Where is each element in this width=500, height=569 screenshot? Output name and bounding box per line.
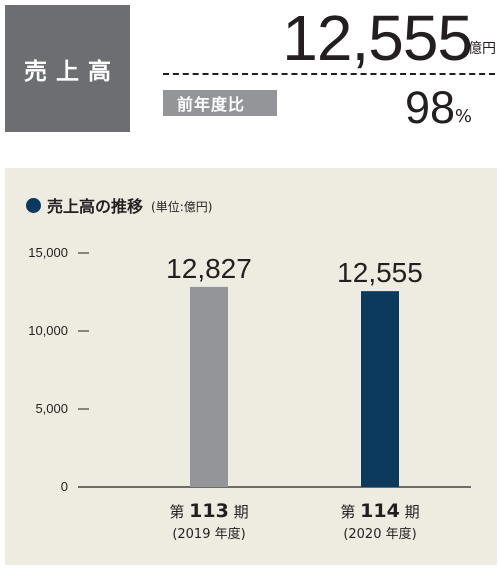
category-label: 第 114 期	[340, 500, 419, 522]
yoy-label: 前年度比	[177, 95, 246, 114]
yoy-unit: %	[454, 106, 472, 127]
bar	[361, 291, 399, 487]
chart-unit-note: (単位:億円)	[151, 200, 213, 214]
chart-title-row: 売上高の推移 (単位:億円)	[26, 193, 212, 217]
metric-label: 売上高	[24, 58, 120, 85]
y-tick-label: 5,000	[35, 401, 68, 416]
category-label: 第 113 期	[169, 500, 248, 522]
bar-chart-plot: 0 5,000 10,000 15,000 12,827 第 113 期 (2019 年度)…	[28, 245, 471, 542]
yoy-label-box: 前年度比	[163, 90, 277, 116]
bar-value-label: 12,555	[337, 257, 423, 288]
dashed-divider	[163, 73, 495, 75]
y-tick-label: 0	[61, 479, 68, 494]
y-tick-label: 10,000	[28, 323, 68, 338]
bullet-dot-icon	[26, 197, 41, 213]
chart-title: 売上高の推移	[47, 197, 144, 216]
sales-unit: 億円	[468, 41, 496, 57]
yoy-value: 98	[404, 82, 455, 133]
sales-value: 12,555	[282, 2, 473, 74]
bar	[190, 286, 228, 487]
category-sublabel: (2020 年度)	[343, 526, 416, 542]
metric-label-box: 売上高	[5, 5, 130, 132]
category-sublabel: (2019 年度)	[172, 526, 245, 542]
bar-value-label: 12,827	[166, 253, 252, 284]
y-tick-label: 15,000	[28, 245, 68, 260]
chart-panel: 売上高の推移 (単位:億円) 0 5,000 10,000 15,000 12,827 第…	[5, 168, 497, 565]
